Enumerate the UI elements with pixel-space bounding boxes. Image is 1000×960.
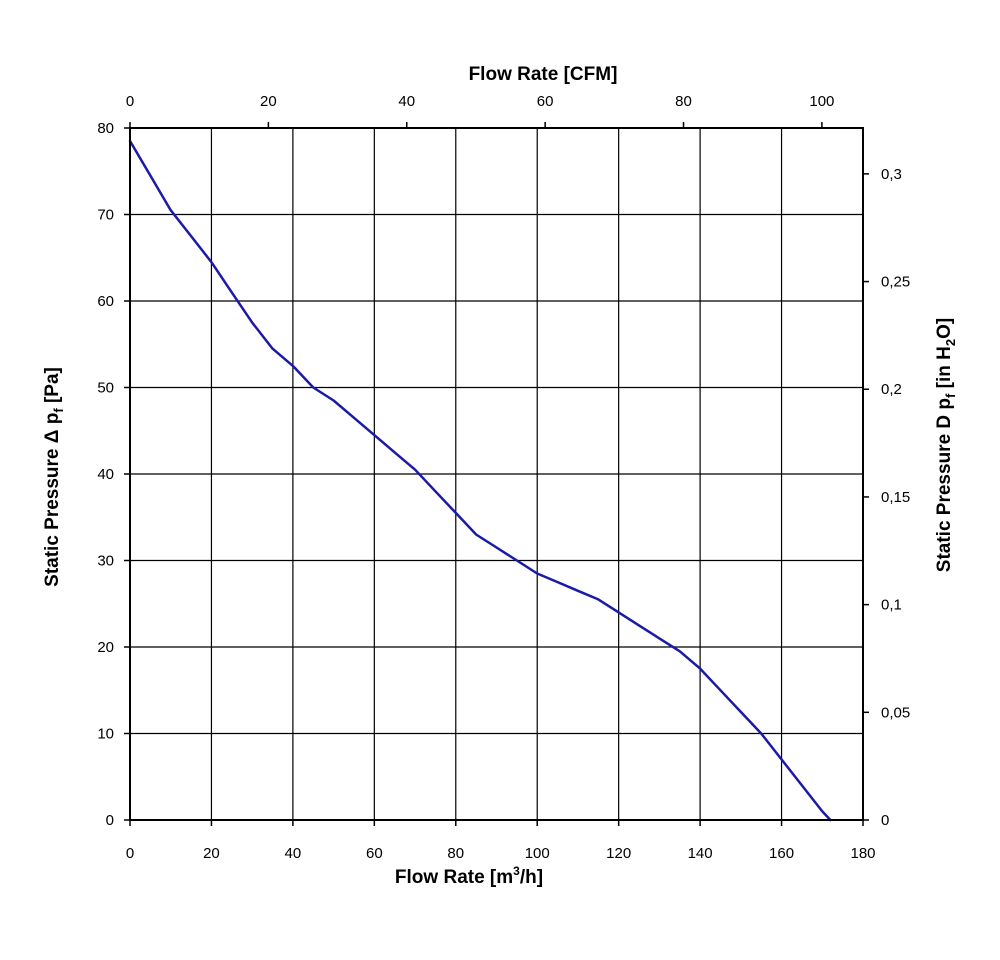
- x-bottom-tick-label: 0: [126, 845, 134, 862]
- y-right-tick-label: 0,15: [881, 489, 910, 506]
- y-right-title-mid: [in H: [934, 346, 955, 394]
- y-right-tick-label: 0,3: [881, 166, 902, 183]
- y-right-title-sub2: 2: [943, 339, 958, 346]
- x-top-tick-label: 100: [809, 93, 834, 110]
- y-right-tick-label: 0,1: [881, 597, 902, 614]
- x-bottom-tick-label: 20: [203, 845, 220, 862]
- grid: [129, 127, 864, 821]
- y-left-title-end: [Pa]: [42, 367, 63, 408]
- x-bottom-tick-label: 160: [769, 845, 794, 862]
- x-bottom-title-end: /h]: [520, 867, 543, 888]
- y-left-tick-label: 70: [97, 207, 114, 224]
- y-left-tick-label: 50: [97, 380, 114, 397]
- x-bottom-tick-label: 140: [688, 845, 713, 862]
- y-right-axis-title: Static Pressure D pf [in H2O]: [934, 318, 958, 572]
- y-right-tick-label: 0,05: [881, 704, 910, 721]
- x-top-tick-label: 0: [126, 93, 134, 110]
- y-right-tick-label: 0,25: [881, 274, 910, 291]
- tick-labels: 0 20 40 60 80 100 120 140 160 180 0 10 20 30 40 50 60 70 8…: [97, 93, 910, 862]
- x-top-tick-label: 40: [398, 93, 415, 110]
- y-right-tick-label: 0,2: [881, 381, 902, 398]
- y-left-tick-label: 60: [97, 293, 114, 310]
- y-right-title-main: Static Pressure D p: [934, 398, 955, 572]
- y-right-title-sub: f: [943, 393, 958, 398]
- y-left-tick-label: 10: [97, 726, 114, 743]
- pressure-curve-line: [128, 139, 832, 822]
- x-bottom-tick-label: 40: [285, 845, 302, 862]
- x-top-axis-title: Flow Rate [CFM]: [469, 64, 618, 85]
- y-left-title-main: Static Pressure Δ p: [42, 413, 63, 587]
- x-top-tick-label: 60: [537, 93, 554, 110]
- y-left-title-sub: f: [51, 408, 66, 413]
- curve-layer: [128, 139, 832, 822]
- x-bottom-tick-label: 180: [850, 845, 875, 862]
- x-bottom-tick-label: 100: [525, 845, 550, 862]
- x-bottom-axis-title: Flow Rate [m3/h]: [395, 864, 543, 888]
- tick-marks: [124, 122, 869, 826]
- x-bottom-title-main: Flow Rate [m: [395, 867, 513, 888]
- x-top-tick-label: 80: [675, 93, 692, 110]
- x-bottom-tick-label: 80: [447, 845, 464, 862]
- y-left-tick-label: 0: [106, 812, 114, 829]
- y-right-title-end: O]: [934, 318, 955, 339]
- x-bottom-tick-label: 120: [606, 845, 631, 862]
- y-left-tick-label: 30: [97, 553, 114, 570]
- y-left-tick-label: 40: [97, 466, 114, 483]
- y-left-tick-label: 20: [97, 639, 114, 656]
- x-bottom-title-sup: 3: [513, 864, 520, 878]
- x-top-tick-label: 20: [260, 93, 277, 110]
- x-bottom-tick-label: 60: [366, 845, 383, 862]
- y-right-tick-label: 0: [881, 812, 889, 829]
- y-left-tick-label: 80: [97, 120, 114, 137]
- y-left-axis-title: Static Pressure Δ pf [Pa]: [42, 367, 66, 587]
